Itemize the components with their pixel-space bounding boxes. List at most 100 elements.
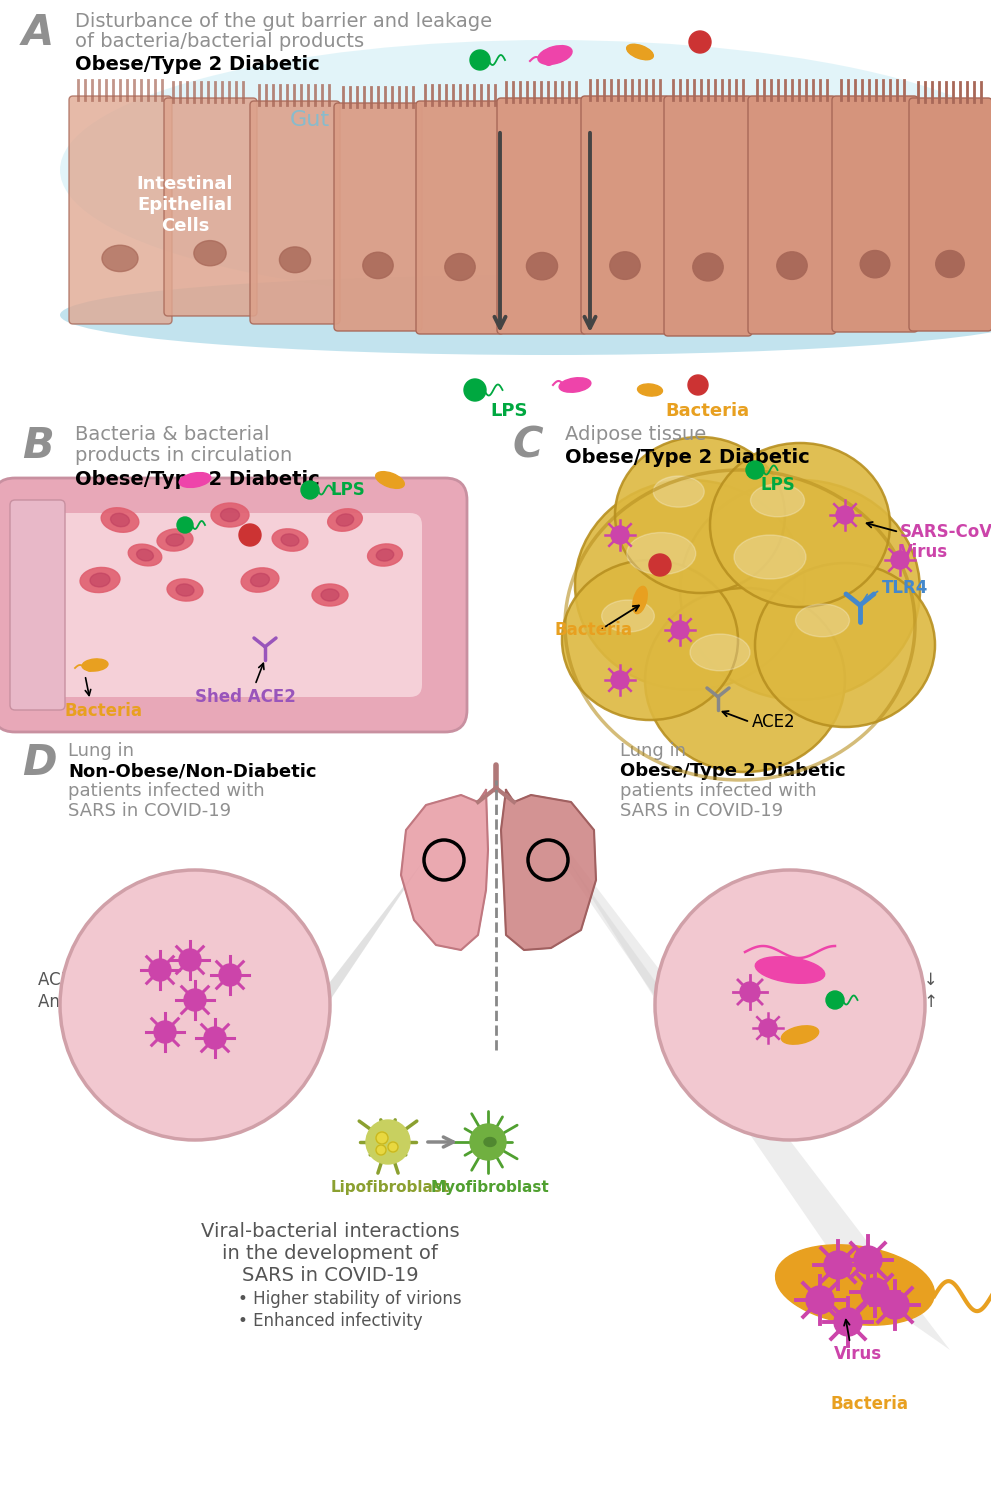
Circle shape	[854, 1246, 882, 1274]
Text: Lung in: Lung in	[620, 742, 686, 760]
Ellipse shape	[241, 568, 278, 592]
Text: Adipose tissue: Adipose tissue	[565, 424, 707, 444]
Text: C: C	[512, 424, 542, 466]
Text: LPS: LPS	[760, 476, 795, 494]
Ellipse shape	[137, 549, 154, 561]
Text: Obese/Type 2 Diabetic: Obese/Type 2 Diabetic	[75, 56, 320, 74]
FancyBboxPatch shape	[164, 98, 257, 316]
Circle shape	[184, 988, 206, 1011]
FancyBboxPatch shape	[832, 96, 918, 332]
Polygon shape	[401, 790, 488, 950]
Ellipse shape	[273, 530, 308, 550]
Text: ACE2 ↓↓: ACE2 ↓↓	[861, 970, 938, 988]
Text: AngII ↑↑: AngII ↑↑	[863, 993, 938, 1011]
Circle shape	[611, 526, 629, 544]
Circle shape	[688, 375, 708, 394]
Circle shape	[671, 621, 689, 639]
Text: patients infected with: patients infected with	[620, 782, 817, 800]
Ellipse shape	[710, 442, 890, 608]
Text: of bacteria/bacterial products: of bacteria/bacterial products	[75, 32, 364, 51]
Text: SARS in COVID-19: SARS in COVID-19	[620, 802, 783, 820]
Ellipse shape	[251, 573, 270, 586]
Ellipse shape	[321, 590, 339, 602]
Ellipse shape	[609, 252, 640, 279]
FancyBboxPatch shape	[334, 104, 422, 332]
Circle shape	[746, 460, 764, 478]
Text: Non-Obese/Non-Diabetic: Non-Obese/Non-Diabetic	[68, 762, 316, 780]
Text: Shed ACE2: Shed ACE2	[195, 688, 296, 706]
FancyBboxPatch shape	[664, 96, 752, 336]
Ellipse shape	[615, 436, 785, 592]
Ellipse shape	[179, 472, 211, 488]
Text: D: D	[22, 742, 56, 784]
FancyBboxPatch shape	[250, 100, 340, 324]
Ellipse shape	[777, 252, 808, 279]
Circle shape	[826, 992, 844, 1010]
Text: Obese/Type 2 Diabetic: Obese/Type 2 Diabetic	[620, 762, 845, 780]
Ellipse shape	[368, 544, 402, 566]
Ellipse shape	[575, 480, 805, 690]
Text: Obese/Type 2 Diabetic: Obese/Type 2 Diabetic	[75, 470, 320, 489]
Ellipse shape	[60, 274, 991, 356]
Circle shape	[655, 870, 925, 1140]
Circle shape	[824, 1251, 852, 1280]
Circle shape	[689, 32, 711, 53]
Text: ACE2: ACE2	[752, 712, 796, 730]
Text: Gut: Gut	[290, 110, 330, 130]
Ellipse shape	[796, 604, 849, 638]
FancyBboxPatch shape	[581, 96, 669, 334]
Text: patients infected with: patients infected with	[68, 782, 265, 800]
Ellipse shape	[363, 252, 393, 279]
Ellipse shape	[281, 534, 299, 546]
Circle shape	[470, 1124, 506, 1160]
Circle shape	[376, 1144, 386, 1155]
Ellipse shape	[102, 244, 138, 272]
Ellipse shape	[376, 471, 404, 489]
Ellipse shape	[312, 584, 348, 606]
Circle shape	[301, 482, 319, 500]
Ellipse shape	[645, 588, 845, 772]
Ellipse shape	[445, 254, 476, 280]
Ellipse shape	[328, 509, 363, 531]
FancyBboxPatch shape	[748, 96, 836, 334]
Ellipse shape	[526, 252, 558, 280]
Text: LPS: LPS	[490, 402, 527, 420]
FancyBboxPatch shape	[0, 478, 467, 732]
Ellipse shape	[60, 40, 991, 300]
Ellipse shape	[90, 573, 110, 586]
Ellipse shape	[860, 251, 890, 278]
Ellipse shape	[279, 248, 310, 273]
Text: Lung in: Lung in	[68, 742, 134, 760]
Ellipse shape	[632, 586, 647, 613]
Ellipse shape	[755, 562, 935, 728]
Circle shape	[891, 550, 909, 568]
Text: Obese/Type 2 Diabetic: Obese/Type 2 Diabetic	[565, 448, 810, 466]
Ellipse shape	[211, 503, 249, 526]
Text: Lipofibroblast: Lipofibroblast	[330, 1180, 450, 1196]
Circle shape	[806, 1286, 834, 1314]
Circle shape	[470, 50, 490, 70]
Text: SARS in COVID-19: SARS in COVID-19	[68, 802, 231, 820]
Circle shape	[611, 670, 629, 688]
Ellipse shape	[562, 560, 738, 720]
Circle shape	[759, 1019, 777, 1036]
Text: AngII ↑: AngII ↑	[38, 993, 99, 1011]
FancyBboxPatch shape	[10, 500, 65, 710]
Ellipse shape	[936, 251, 964, 278]
Text: products in circulation: products in circulation	[75, 446, 292, 465]
Text: Intestinal
Epithelial
Cells: Intestinal Epithelial Cells	[137, 176, 233, 236]
Circle shape	[60, 870, 330, 1140]
Circle shape	[376, 1132, 388, 1144]
Text: Bacteria: Bacteria	[831, 1395, 909, 1413]
Text: Myofibroblast: Myofibroblast	[431, 1180, 549, 1196]
Text: • Enhanced infectivity: • Enhanced infectivity	[238, 1312, 422, 1330]
FancyBboxPatch shape	[497, 98, 587, 334]
Circle shape	[861, 1278, 889, 1306]
Circle shape	[881, 1292, 909, 1318]
Ellipse shape	[776, 1245, 935, 1324]
Ellipse shape	[166, 534, 184, 546]
Ellipse shape	[781, 1026, 819, 1044]
Text: LPS: LPS	[330, 482, 365, 500]
Polygon shape	[568, 859, 665, 1016]
Ellipse shape	[559, 378, 591, 393]
